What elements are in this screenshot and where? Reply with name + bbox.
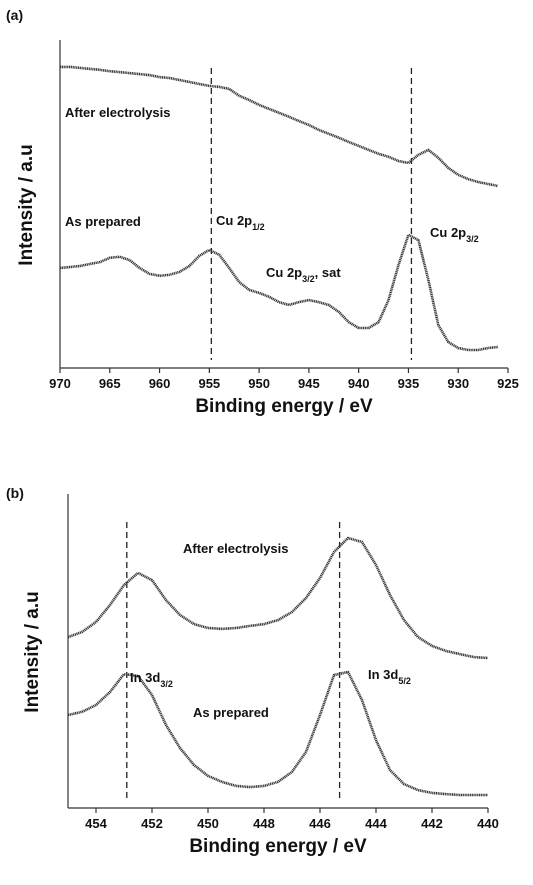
subscript: 1/2 [252, 222, 265, 232]
series-label: As prepared [65, 214, 141, 229]
x-tick-label: 970 [49, 376, 71, 391]
x-tick-label: 450 [197, 816, 219, 831]
subscript: 3/2 [466, 234, 479, 244]
series-label: After electrolysis [183, 541, 289, 556]
x-tick-label: 442 [421, 816, 443, 831]
x-axis-title: Binding energy / eV [195, 396, 373, 417]
x-tick-label: 448 [253, 816, 275, 831]
x-axis-title: Binding energy / eV [189, 836, 367, 857]
subscript: 3/2 [302, 274, 315, 284]
x-tick-label: 446 [309, 816, 331, 831]
annotation-text: , sat [315, 265, 342, 280]
annotation: In 3d5/2 [368, 667, 411, 686]
y-axis-title: Intensity / a.u [22, 591, 43, 712]
x-tick-label: 935 [398, 376, 420, 391]
x-tick-label: 440 [477, 816, 499, 831]
series-label: As prepared [193, 705, 269, 720]
spectrum-line [67, 536, 489, 660]
x-tick-label: 452 [141, 816, 163, 831]
x-tick-label: 950 [248, 376, 270, 391]
annotation: Cu 2p3/2, sat [266, 265, 341, 284]
annotation: Cu 2p1/2 [216, 213, 265, 232]
annotation-text: Cu 2p [216, 213, 252, 228]
y-axis-title: Intensity / a.u [16, 144, 37, 265]
x-tick-label: 925 [497, 376, 519, 391]
annotation-text: In 3d [368, 667, 398, 682]
subscript: 5/2 [398, 676, 411, 686]
x-tick-label: 960 [149, 376, 171, 391]
x-tick-label: 940 [348, 376, 370, 391]
annotation-text: Cu 2p [266, 265, 302, 280]
annotation: In 3d3/2 [130, 670, 173, 689]
x-tick-label: 955 [198, 376, 220, 391]
series-label: After electrolysis [65, 105, 171, 120]
annotation-text: Cu 2p [430, 225, 466, 240]
annotation-text: In 3d [130, 670, 160, 685]
subscript: 3/2 [160, 679, 173, 689]
panel-label: (b) [6, 485, 24, 501]
x-tick-label: 444 [365, 816, 387, 831]
spectrum-line [59, 233, 499, 352]
x-tick-label: 930 [447, 376, 469, 391]
spectrum-line [67, 670, 488, 797]
panel-label: (a) [6, 7, 23, 23]
annotation: Cu 2p3/2 [430, 225, 479, 244]
x-tick-label: 454 [85, 816, 107, 831]
x-tick-label: 945 [298, 376, 320, 391]
spectrum-line [60, 65, 499, 188]
x-tick-label: 965 [99, 376, 121, 391]
